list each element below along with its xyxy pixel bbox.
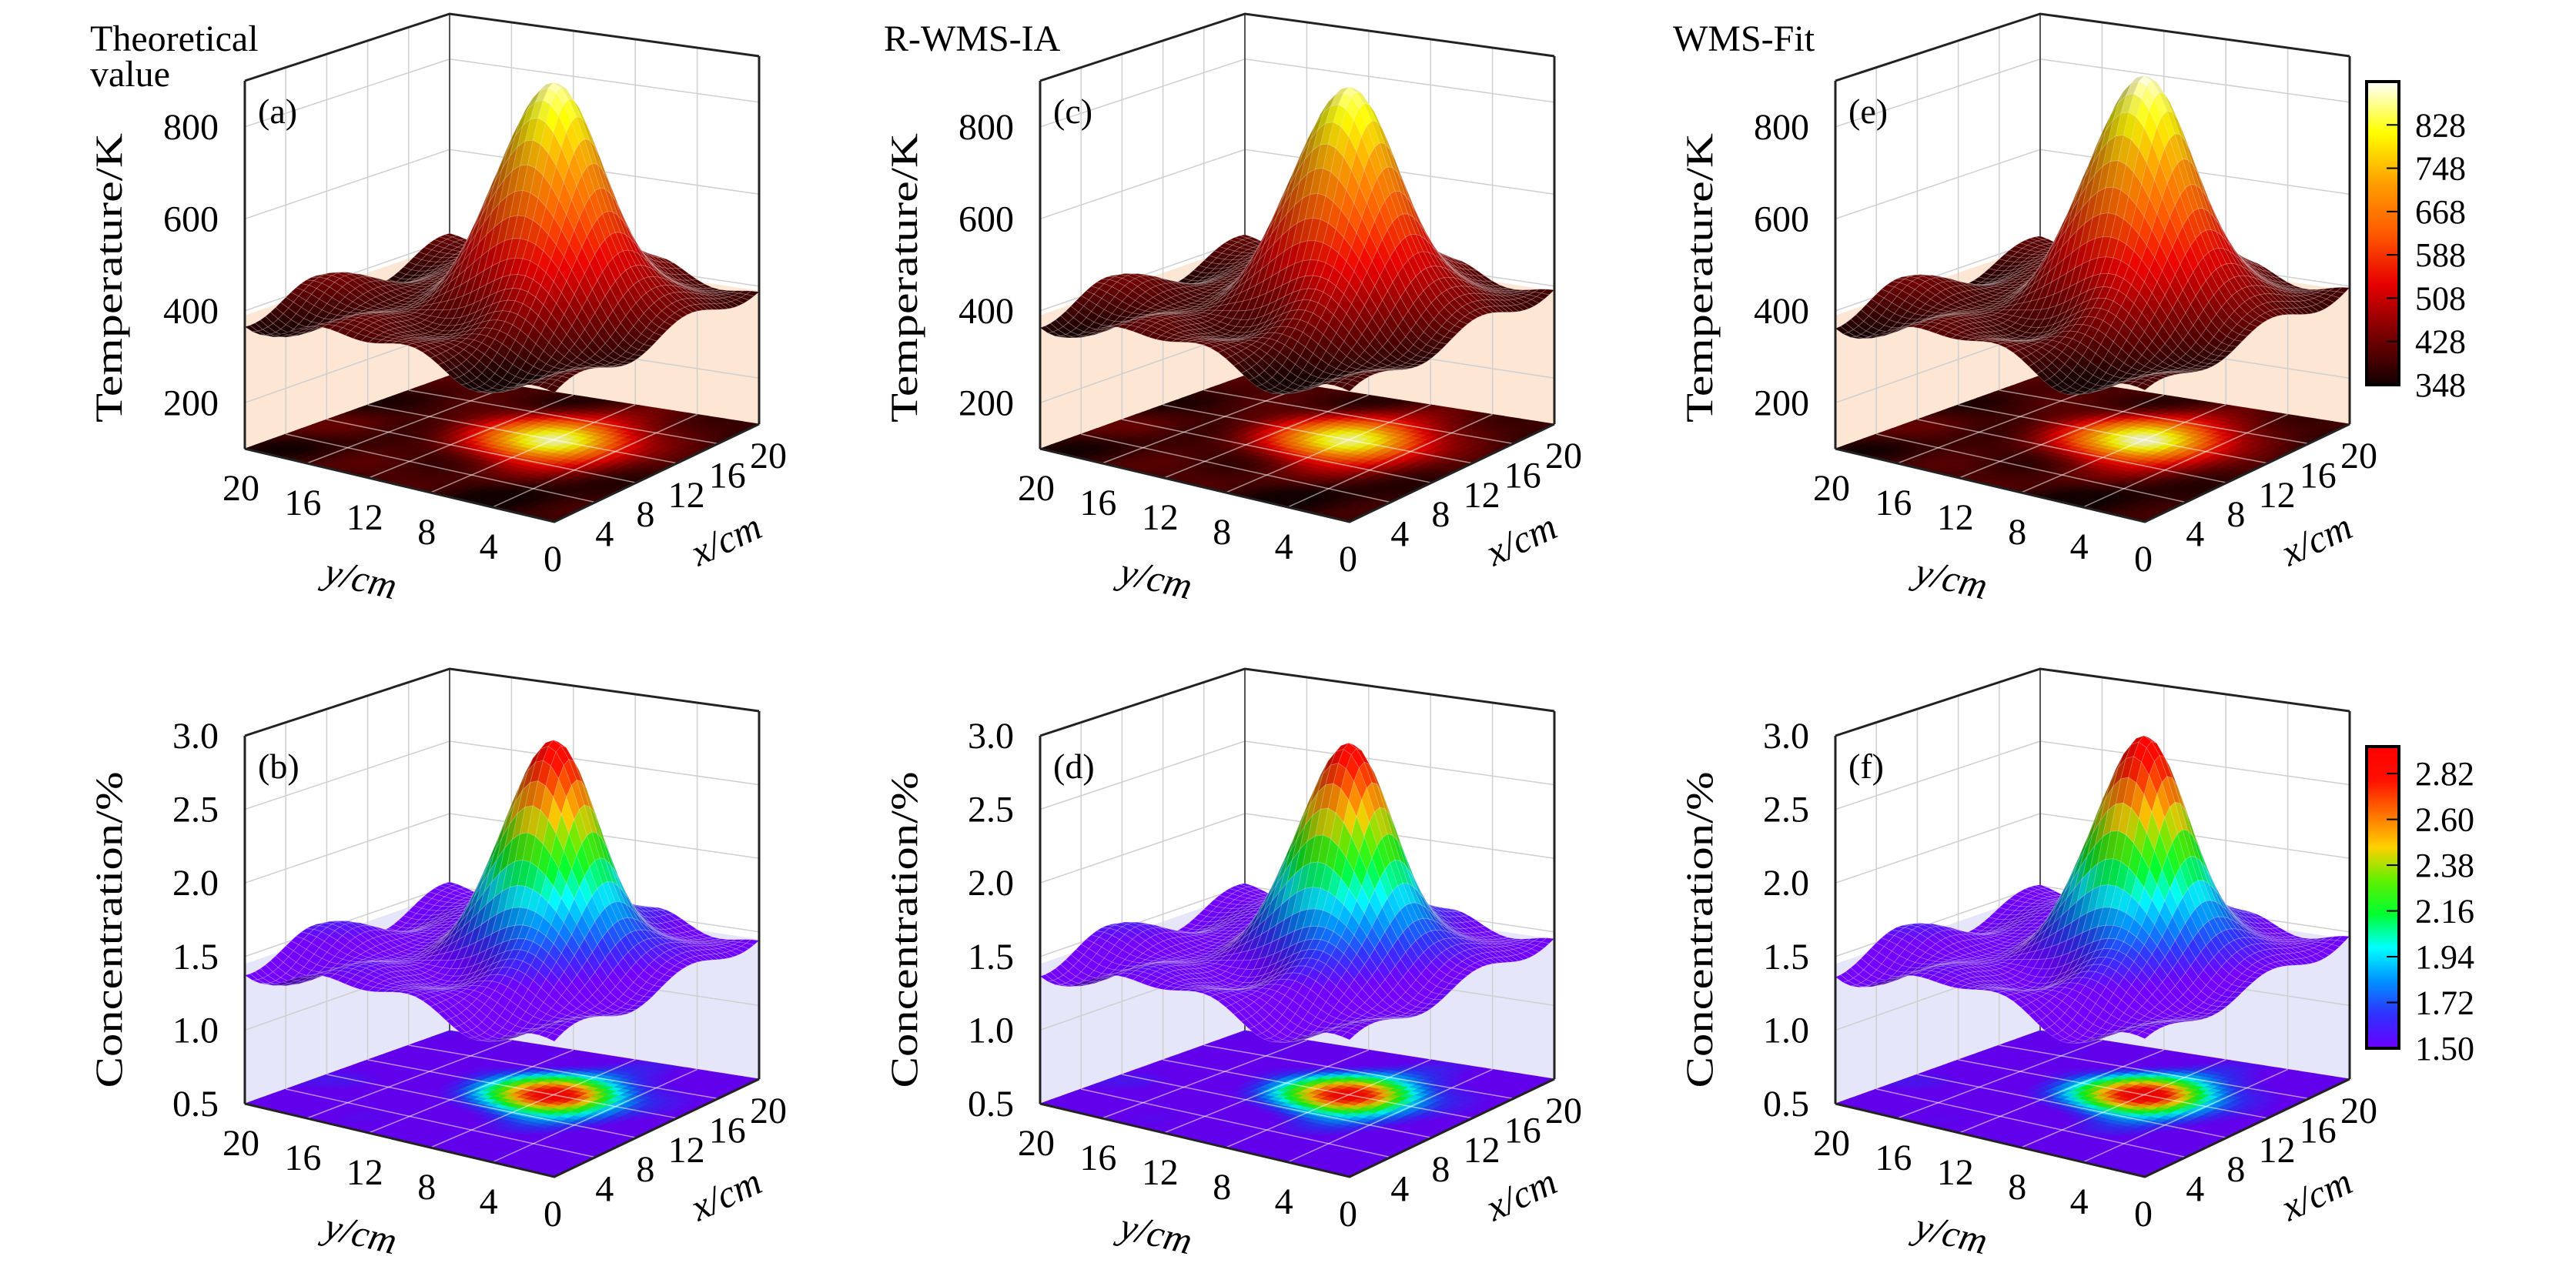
x-tick-label: 4 [595, 514, 614, 555]
y-tick-label: 8 [417, 512, 436, 553]
y-tick-label: 4 [480, 526, 498, 567]
panel-label: (a) [258, 92, 297, 131]
z-axis-label: Temperature/K [87, 133, 130, 423]
x-tick-label: 20 [750, 436, 787, 476]
z-tick-label: 200 [163, 383, 219, 423]
y-tick-label: 12 [346, 497, 383, 538]
x-tick-label: 12 [668, 475, 705, 516]
z-tick-label: 800 [163, 107, 219, 148]
x-tick-label: 8 [636, 494, 654, 535]
origin-tick-label: 0 [544, 539, 562, 580]
x-tick-label: 16 [709, 455, 746, 496]
y-axis-label: y/cm [317, 548, 401, 607]
y-tick-label: 16 [284, 483, 321, 523]
y-tick-label: 20 [222, 468, 259, 509]
z-tick-label: 400 [163, 291, 219, 332]
z-tick-label: 600 [163, 199, 219, 239]
